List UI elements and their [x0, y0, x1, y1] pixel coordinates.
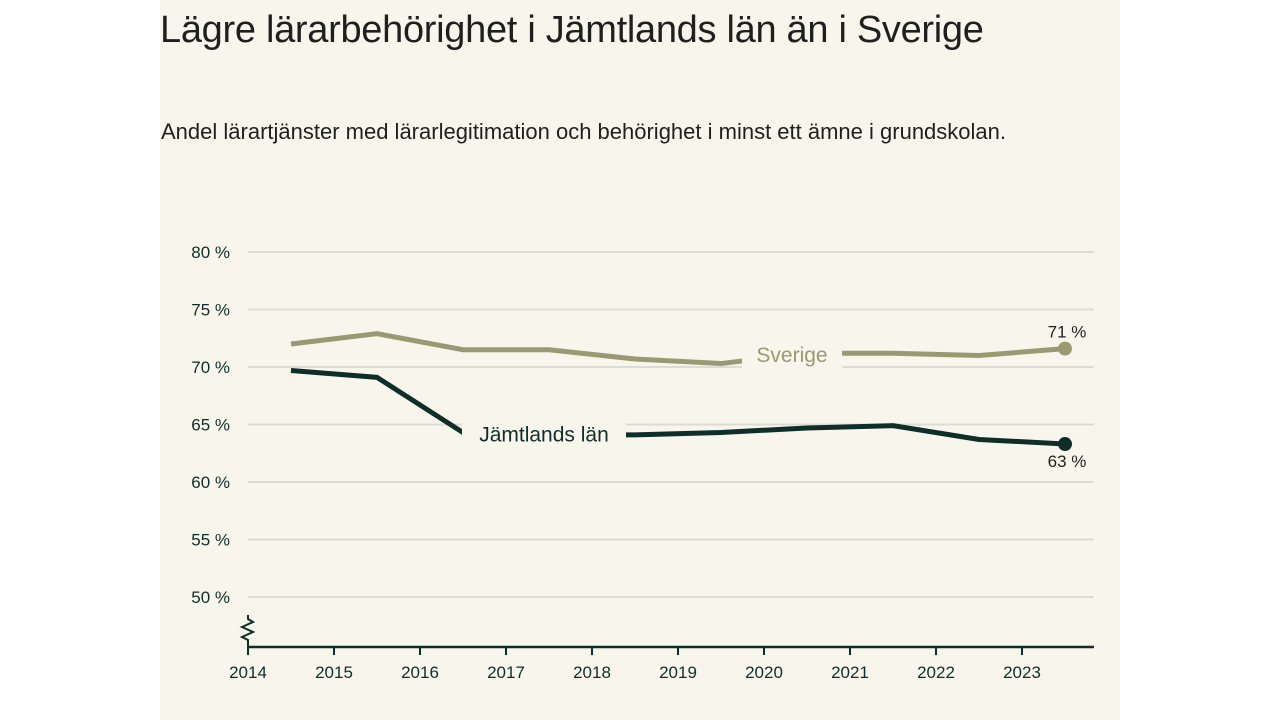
x-tick-label: 2017 — [487, 663, 525, 682]
y-tick-label: 55 % — [191, 531, 230, 550]
x-tick-label: 2016 — [401, 663, 439, 682]
endpoint-marker — [1058, 341, 1072, 356]
gridlines — [248, 251, 1094, 598]
x-tick-label: 2014 — [229, 663, 267, 682]
series-labels: 71 % Sverige 63 % Jämtlands län — [462, 323, 1086, 471]
y-tick-label: 80 % — [191, 243, 230, 262]
x-tick-label: 2015 — [315, 663, 353, 682]
series-lines — [290, 331, 1072, 452]
y-tick-label: 70 % — [191, 358, 230, 377]
y-tick-label: 75 % — [191, 301, 230, 320]
x-tick-label: 2019 — [659, 663, 697, 682]
x-tick-label: 2022 — [917, 663, 955, 682]
end-value-label: 71 % — [1048, 323, 1087, 342]
x-tick-label: 2020 — [745, 663, 783, 682]
x-tick-label: 2023 — [1003, 663, 1041, 682]
chart-title: Lägre lärarbehörighet i Jämtlands län än… — [160, 9, 984, 51]
x-tick-label: 2021 — [831, 663, 869, 682]
label-background — [462, 419, 626, 448]
label-background — [742, 340, 842, 369]
endpoint-marker — [1058, 437, 1072, 452]
end-value-label: 63 % — [1048, 452, 1087, 471]
axis-break-icon — [239, 615, 256, 647]
x-axis: 2014 2015 2016 2017 2018 2019 2020 2021 2022 2023 — [229, 615, 1094, 682]
series-label-jamtland: Jämtlands län — [479, 424, 609, 447]
series-line-sverige — [290, 331, 1066, 367]
y-axis-labels: 50 % 55 % 60 % 65 % 70 % 75 % 80 % — [191, 243, 230, 607]
y-tick-label: 65 % — [191, 416, 230, 435]
y-tick-label: 50 % — [191, 588, 230, 607]
chart-subtitle: Andel lärartjänster med lärarlegitimatio… — [161, 119, 1006, 144]
series-label-sverige: Sverige — [756, 344, 827, 367]
series-line-jamtland — [290, 367, 1066, 447]
x-tick-label: 2018 — [573, 663, 611, 682]
y-tick-label: 60 % — [191, 473, 230, 492]
